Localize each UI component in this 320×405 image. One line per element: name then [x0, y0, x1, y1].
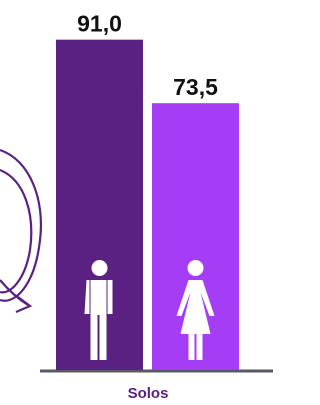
- x-tick-label: Solos: [128, 385, 169, 402]
- female-icon: [188, 260, 204, 276]
- value-label: 73,5: [173, 74, 218, 100]
- decoration: [0, 150, 41, 312]
- value-label: 91,0: [77, 11, 122, 37]
- male-icon: [92, 260, 108, 276]
- chart: 91,0 73,5 Solos: [0, 0, 273, 405]
